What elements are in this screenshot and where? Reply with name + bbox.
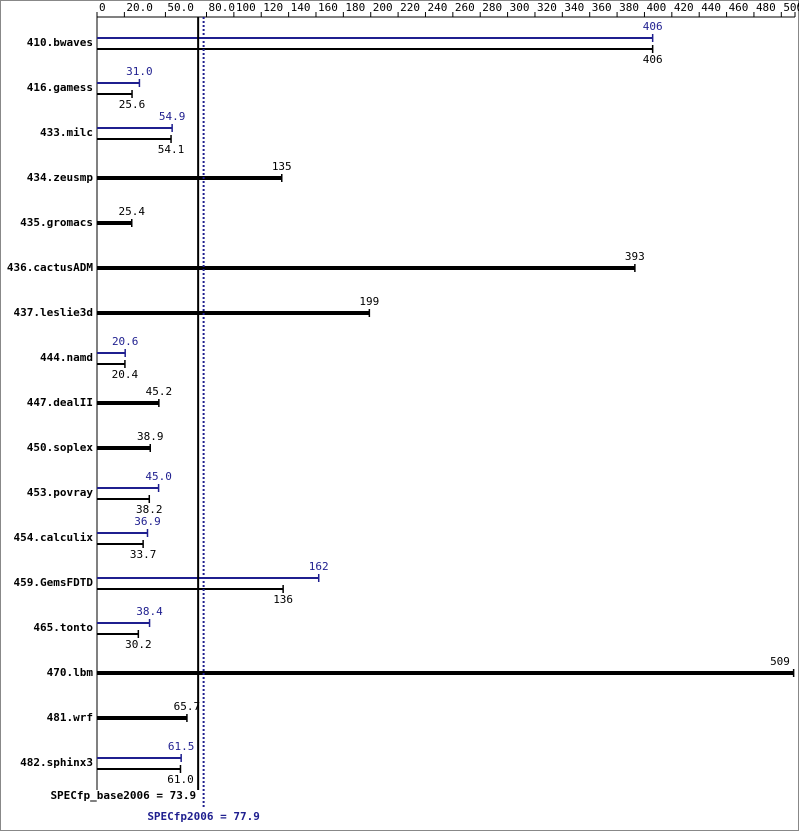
x-tick-label: 460 bbox=[729, 1, 749, 14]
value-label: 54.9 bbox=[159, 110, 186, 123]
x-tick-label: 240 bbox=[427, 1, 447, 14]
value-label: 30.2 bbox=[125, 638, 152, 651]
category-label: 433.milc bbox=[40, 126, 93, 139]
category-label: 450.soplex bbox=[27, 441, 94, 454]
x-tick-label: 380 bbox=[619, 1, 639, 14]
category-label: 459.GemsFDTD bbox=[14, 576, 94, 589]
category-label: 481.wrf bbox=[47, 711, 93, 724]
value-label: 33.7 bbox=[130, 548, 157, 561]
x-tick-label: 20.0 bbox=[126, 1, 153, 14]
category-label: 465.tonto bbox=[33, 621, 93, 634]
value-label: 406 bbox=[643, 53, 663, 66]
value-label: 20.4 bbox=[112, 368, 139, 381]
category-label: 453.povray bbox=[27, 486, 94, 499]
category-label: 444.namd bbox=[40, 351, 93, 364]
x-tick-label: 200 bbox=[373, 1, 393, 14]
x-tick-label: 500 bbox=[783, 1, 799, 14]
category-label: 416.gamess bbox=[27, 81, 93, 94]
category-label: 410.bwaves bbox=[27, 36, 93, 49]
x-tick-label: 100 bbox=[236, 1, 256, 14]
category-label: 454.calculix bbox=[14, 531, 94, 544]
x-tick-label: 320 bbox=[537, 1, 557, 14]
x-tick-label: 440 bbox=[701, 1, 721, 14]
x-tick-label: 220 bbox=[400, 1, 420, 14]
value-label: 65.7 bbox=[174, 700, 201, 713]
x-tick-label: 120 bbox=[263, 1, 283, 14]
x-tick-label: 510 bbox=[797, 1, 799, 14]
value-label: 45.2 bbox=[146, 385, 173, 398]
x-tick-label: 50.0 bbox=[167, 1, 194, 14]
value-label: 509 bbox=[770, 655, 790, 668]
x-tick-label: 160 bbox=[318, 1, 338, 14]
value-label: 162 bbox=[309, 560, 329, 573]
value-label: 136 bbox=[273, 593, 293, 606]
x-tick-label: 480 bbox=[756, 1, 776, 14]
value-label: 38.2 bbox=[136, 503, 163, 516]
value-label: 406 bbox=[643, 20, 663, 33]
value-label: 135 bbox=[272, 160, 292, 173]
category-label: 482.sphinx3 bbox=[20, 756, 93, 769]
value-label: 54.1 bbox=[158, 143, 185, 156]
value-label: 36.9 bbox=[134, 515, 161, 528]
x-tick-label: 80.0 bbox=[208, 1, 235, 14]
value-label: 199 bbox=[359, 295, 379, 308]
x-tick-label: 280 bbox=[482, 1, 502, 14]
category-label: 470.lbm bbox=[47, 666, 94, 679]
reference-label: SPECfp2006 = 77.9 bbox=[147, 810, 260, 823]
value-label: 25.4 bbox=[119, 205, 146, 218]
x-tick-label: 180 bbox=[345, 1, 365, 14]
value-label: 38.9 bbox=[137, 430, 164, 443]
x-tick-label: 0 bbox=[99, 1, 106, 14]
value-label: 45.0 bbox=[145, 470, 172, 483]
x-tick-label: 400 bbox=[646, 1, 666, 14]
value-label: 31.0 bbox=[126, 65, 153, 78]
category-label: 437.leslie3d bbox=[14, 306, 93, 319]
reference-label: SPECfp_base2006 = 73.9 bbox=[50, 789, 196, 802]
value-label: 38.4 bbox=[136, 605, 163, 618]
value-label: 61.0 bbox=[167, 773, 194, 786]
x-tick-label: 360 bbox=[592, 1, 612, 14]
value-label: 61.5 bbox=[168, 740, 195, 753]
x-tick-label: 340 bbox=[564, 1, 584, 14]
value-label: 393 bbox=[625, 250, 645, 263]
x-tick-label: 260 bbox=[455, 1, 475, 14]
value-label: 25.6 bbox=[119, 98, 146, 111]
category-label: 436.cactusADM bbox=[7, 261, 93, 274]
x-tick-label: 140 bbox=[291, 1, 311, 14]
value-label: 20.6 bbox=[112, 335, 139, 348]
x-tick-label: 300 bbox=[510, 1, 530, 14]
category-label: 447.dealII bbox=[27, 396, 93, 409]
category-label: 434.zeusmp bbox=[27, 171, 94, 184]
x-tick-label: 420 bbox=[674, 1, 694, 14]
category-label: 435.gromacs bbox=[20, 216, 93, 229]
